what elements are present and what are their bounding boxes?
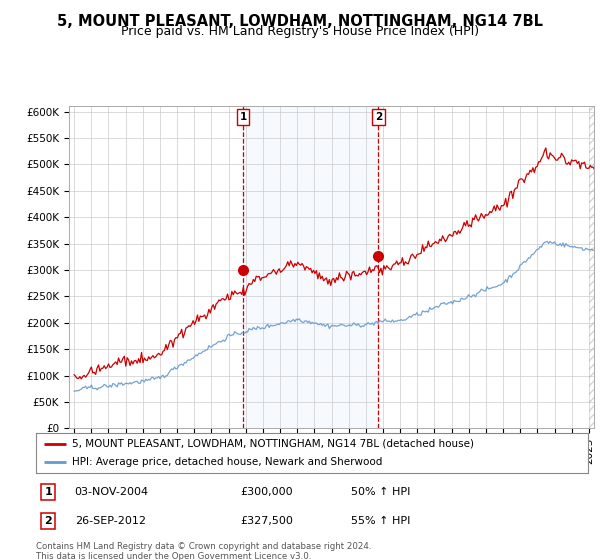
Bar [589,106,594,428]
Text: Contains HM Land Registry data © Crown copyright and database right 2024.
This d: Contains HM Land Registry data © Crown c… [36,542,371,560]
Text: 1: 1 [44,487,52,497]
Text: HPI: Average price, detached house, Newark and Sherwood: HPI: Average price, detached house, Newa… [72,458,382,467]
Text: 5, MOUNT PLEASANT, LOWDHAM, NOTTINGHAM, NG14 7BL: 5, MOUNT PLEASANT, LOWDHAM, NOTTINGHAM, … [57,14,543,29]
Text: 50% ↑ HPI: 50% ↑ HPI [350,487,410,497]
Text: 03-NOV-2004: 03-NOV-2004 [74,487,149,497]
Text: £300,000: £300,000 [240,487,293,497]
Text: £327,500: £327,500 [240,516,293,526]
Text: 2: 2 [44,516,52,526]
Bar [243,106,379,428]
Text: 26-SEP-2012: 26-SEP-2012 [74,516,146,526]
Text: 5, MOUNT PLEASANT, LOWDHAM, NOTTINGHAM, NG14 7BL (detached house): 5, MOUNT PLEASANT, LOWDHAM, NOTTINGHAM, … [72,439,474,449]
Text: Price paid vs. HM Land Registry's House Price Index (HPI): Price paid vs. HM Land Registry's House … [121,25,479,38]
Text: 1: 1 [239,112,247,122]
Text: 2: 2 [375,112,382,122]
Text: 55% ↑ HPI: 55% ↑ HPI [350,516,410,526]
